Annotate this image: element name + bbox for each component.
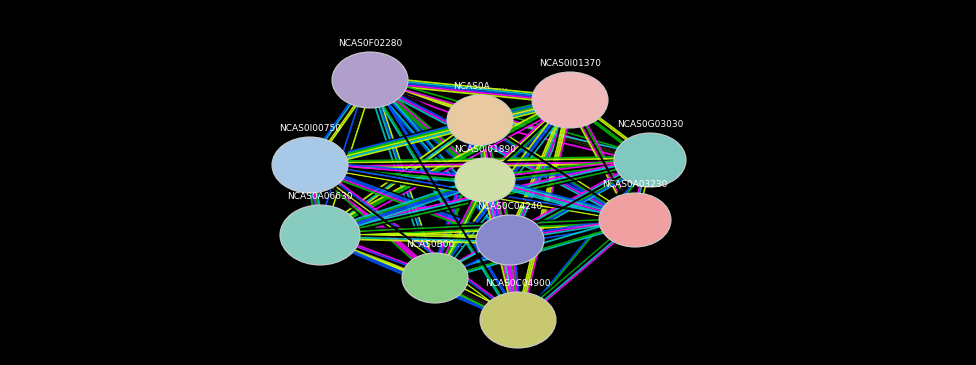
Text: NCAS0G03030: NCAS0G03030 [617,120,683,129]
Text: NCAS0I01370: NCAS0I01370 [539,59,601,68]
Text: NCAS0I01890: NCAS0I01890 [454,145,516,154]
Ellipse shape [480,292,556,348]
Text: NCAS0C04900: NCAS0C04900 [485,279,550,288]
Text: NCAS0I00750: NCAS0I00750 [279,124,341,133]
Text: NCAS0A03230: NCAS0A03230 [602,180,668,189]
Ellipse shape [599,193,671,247]
Ellipse shape [280,205,360,265]
Ellipse shape [532,72,608,128]
Ellipse shape [272,137,348,193]
Ellipse shape [402,253,468,303]
Text: NCAS0C04240: NCAS0C04240 [477,202,543,211]
Ellipse shape [447,95,513,145]
Ellipse shape [476,215,544,265]
Ellipse shape [332,52,408,108]
Ellipse shape [455,158,515,202]
Ellipse shape [614,133,686,187]
Text: NCAS0B00…: NCAS0B00… [406,240,464,249]
Text: NCAS0A06630: NCAS0A06630 [287,192,352,201]
Text: NCAS0A……: NCAS0A…… [453,82,508,91]
Text: NCAS0F02280: NCAS0F02280 [338,39,402,48]
